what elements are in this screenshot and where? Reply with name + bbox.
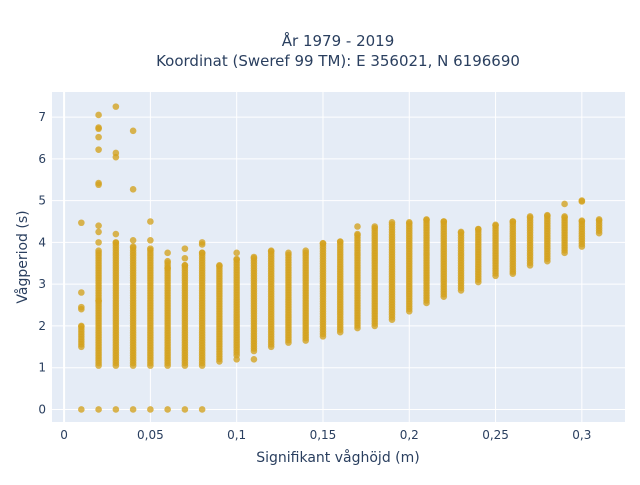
data-point bbox=[112, 149, 120, 157]
data-point bbox=[354, 230, 361, 238]
x-tick-label: 0,25 bbox=[482, 428, 509, 442]
data-point bbox=[509, 218, 517, 225]
y-tick-label: 4 bbox=[38, 235, 46, 249]
y-tick-label: 1 bbox=[38, 361, 46, 375]
data-point bbox=[216, 262, 223, 269]
data-point bbox=[78, 303, 85, 311]
x-tick-label: 0,15 bbox=[310, 428, 337, 442]
chart-title-line-1: År 1979 - 2019 bbox=[282, 31, 395, 50]
data-point bbox=[233, 249, 240, 257]
data-point bbox=[95, 228, 102, 236]
data-point bbox=[250, 253, 258, 261]
x-axis-title: Signifikant våghöjd (m) bbox=[256, 449, 419, 466]
x-tick-label: 0,1 bbox=[227, 428, 246, 442]
data-point bbox=[250, 356, 258, 363]
data-point bbox=[561, 200, 568, 208]
data-point bbox=[267, 247, 275, 255]
data-point bbox=[181, 406, 189, 413]
data-point bbox=[95, 133, 102, 141]
data-point bbox=[492, 221, 499, 229]
chart-title-line-2: Koordinat (Sweref 99 TM): E 356021, N 61… bbox=[156, 52, 520, 70]
x-tick-label: 0,2 bbox=[400, 428, 419, 442]
y-tick-label: 7 bbox=[38, 110, 46, 124]
data-point bbox=[371, 223, 379, 230]
data-point bbox=[112, 103, 120, 110]
data-point bbox=[354, 223, 361, 230]
data-point bbox=[440, 218, 448, 225]
data-point bbox=[302, 247, 310, 255]
data-point bbox=[181, 254, 189, 262]
data-point bbox=[95, 146, 102, 153]
data-point bbox=[78, 322, 85, 330]
data-point bbox=[129, 243, 137, 250]
data-point bbox=[457, 228, 465, 236]
data-point bbox=[112, 230, 120, 238]
x-tick-label: 0,3 bbox=[572, 428, 591, 442]
data-point bbox=[95, 124, 102, 131]
data-point bbox=[198, 249, 206, 257]
data-point bbox=[319, 239, 327, 247]
data-point bbox=[129, 236, 137, 244]
data-point bbox=[388, 219, 396, 226]
data-point bbox=[112, 239, 120, 246]
data-point bbox=[233, 255, 240, 263]
data-point bbox=[336, 238, 344, 245]
data-point bbox=[147, 406, 154, 413]
data-point bbox=[95, 247, 102, 255]
data-point bbox=[78, 219, 85, 227]
data-point bbox=[112, 406, 120, 413]
y-tick-label: 6 bbox=[38, 152, 46, 166]
data-points bbox=[78, 103, 603, 413]
data-point bbox=[233, 356, 240, 363]
data-point bbox=[198, 239, 206, 246]
data-point bbox=[78, 406, 85, 413]
data-point bbox=[561, 213, 568, 220]
data-point bbox=[95, 111, 102, 119]
data-point bbox=[129, 186, 137, 193]
data-point bbox=[181, 262, 189, 269]
y-tick-label: 0 bbox=[38, 402, 46, 416]
data-point bbox=[595, 216, 603, 223]
data-point bbox=[129, 127, 137, 135]
data-point bbox=[423, 216, 430, 223]
y-tick-label: 3 bbox=[38, 277, 46, 291]
data-point bbox=[164, 257, 171, 265]
data-point bbox=[509, 270, 517, 278]
data-point bbox=[164, 264, 171, 272]
data-point bbox=[78, 289, 85, 296]
y-tick-label: 2 bbox=[38, 319, 46, 333]
y-tick-label: 5 bbox=[38, 194, 46, 208]
y-axis-title: Vågperiod (s) bbox=[14, 210, 31, 303]
tick-labels: 0 0,05 0,1 0,15 0,2 0,25 0,3 0 1 2 3 4 5 6 7 bbox=[38, 110, 591, 442]
data-point bbox=[95, 297, 102, 305]
data-point bbox=[578, 217, 586, 224]
data-point bbox=[95, 406, 102, 413]
data-point bbox=[164, 406, 171, 413]
data-point bbox=[526, 213, 534, 220]
data-point bbox=[147, 236, 154, 244]
data-point bbox=[95, 179, 102, 187]
data-point bbox=[147, 218, 154, 225]
data-point bbox=[129, 406, 137, 413]
data-point bbox=[474, 225, 482, 233]
data-point bbox=[181, 245, 189, 252]
data-point bbox=[147, 245, 154, 252]
data-point bbox=[285, 249, 292, 257]
data-point bbox=[198, 406, 206, 413]
x-tick-label: 0,05 bbox=[137, 428, 164, 442]
data-point bbox=[544, 211, 551, 219]
data-point bbox=[164, 249, 171, 257]
data-point bbox=[95, 239, 102, 246]
data-point bbox=[95, 222, 102, 229]
data-point bbox=[405, 219, 413, 226]
x-tick-label: 0 bbox=[60, 428, 68, 442]
data-point bbox=[578, 197, 586, 204]
